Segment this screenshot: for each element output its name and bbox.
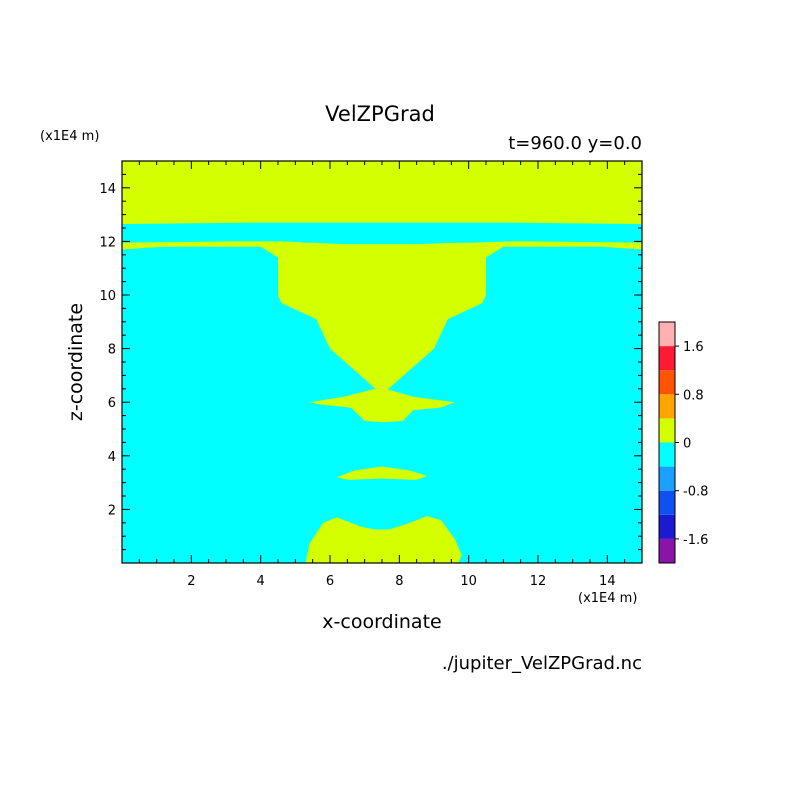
- x-axis-label: x-coordinate: [322, 611, 441, 633]
- contour-region-center-lens: [302, 240, 365, 243]
- contour-region-left-lens: [125, 225, 226, 236]
- source-filename: ./jupiter_VelZPGrad.nc: [442, 653, 642, 674]
- contour-region-upper-band: [122, 161, 642, 224]
- x-tick-label: 14: [599, 574, 616, 589]
- colorbar-swatch: [659, 514, 675, 539]
- colorbar-tick-label: 0.8: [683, 388, 704, 403]
- colorbar-swatch: [659, 394, 675, 419]
- colorbar-swatch: [659, 322, 675, 347]
- x-unit-label: (x1E4 m): [578, 591, 637, 606]
- plot-area: [122, 161, 642, 563]
- contour-region-funnel: [122, 241, 642, 392]
- colorbar: -1.6 -0.8 0 0.8 1.6: [658, 321, 708, 564]
- y-axis-label: z-coordinate: [65, 303, 87, 421]
- colorbar-swatch: [659, 418, 675, 443]
- colorbar-swatch: [659, 538, 675, 563]
- y-tick-label: 14: [99, 182, 116, 197]
- chart-subtitle: t=960.0 y=0.0: [508, 133, 642, 154]
- contour-region-top-lens: [361, 199, 410, 204]
- axes: 2 4 6 8 10 12 14 2 4 6 8 10 12 14: [99, 160, 643, 589]
- colorbar-tick-label: 1.6: [683, 340, 704, 355]
- contour-region-mid-band: [309, 388, 455, 423]
- colorbar-swatch: [659, 370, 675, 395]
- y-tick-label: 2: [108, 503, 116, 518]
- colorbar-tick-label: 0: [683, 437, 691, 452]
- chart-title: VelZPGrad: [325, 102, 435, 126]
- colorbar-swatch: [659, 442, 675, 467]
- y-tick-label: 4: [108, 450, 116, 465]
- x-tick-label: 6: [326, 574, 334, 589]
- x-tick-label: 12: [530, 574, 547, 589]
- contour-region-right-lens: [538, 225, 639, 236]
- colorbar-swatch: [659, 490, 675, 515]
- y-tick-label: 8: [108, 343, 116, 358]
- x-tick-label: 4: [257, 574, 265, 589]
- x-tick-label: 8: [395, 574, 403, 589]
- colorbar-tick-label: -0.8: [683, 485, 708, 500]
- colorbar-swatch: [659, 346, 675, 371]
- x-tick-label: 10: [460, 574, 477, 589]
- contour-region-bottom-dome: [305, 516, 462, 563]
- colorbar-swatch: [659, 466, 675, 491]
- y-tick-label: 10: [99, 289, 116, 304]
- contour-region-center-lens-right: [420, 240, 514, 243]
- y-tick-label: 12: [99, 235, 116, 250]
- y-unit-label: (x1E4 m): [40, 129, 99, 144]
- contour-region-small-lens: [336, 466, 428, 480]
- x-tick-label: 2: [187, 574, 195, 589]
- y-tick-label: 6: [108, 396, 116, 411]
- colorbar-tick-label: -1.6: [683, 533, 708, 548]
